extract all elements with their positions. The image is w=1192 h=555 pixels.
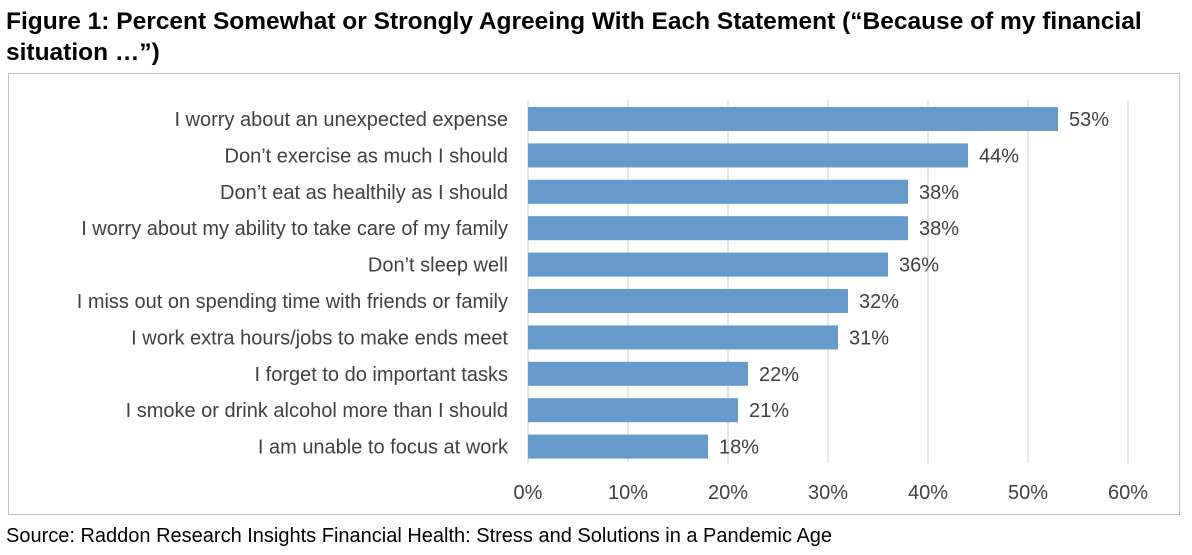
source-note: Source: Raddon Research Insights Financi… [6, 525, 833, 547]
value-label: 21% [749, 400, 789, 422]
bar [528, 216, 908, 241]
value-label: 31% [849, 327, 889, 349]
bar [528, 434, 708, 459]
category-label: Don’t exercise as much I should [225, 145, 508, 167]
value-label: 44% [979, 145, 1019, 167]
x-axis-ticks: 0% 10% 20% 30% 40% 50% 60% [514, 482, 1149, 504]
x-tick-label: 50% [1008, 482, 1048, 504]
value-label: 32% [859, 291, 899, 313]
x-tick-label: 40% [908, 482, 948, 504]
value-label: 38% [919, 218, 959, 240]
category-label: Don’t eat as healthily as I should [220, 182, 508, 204]
x-tick-label: 20% [708, 482, 748, 504]
value-label: 53% [1069, 109, 1109, 131]
x-tick-label: 10% [608, 482, 648, 504]
category-label: I forget to do important tasks [255, 364, 508, 386]
bars [528, 107, 1058, 459]
category-label: I miss out on spending time with friends… [77, 291, 508, 313]
value-label: 18% [719, 437, 759, 459]
bar [528, 107, 1058, 131]
x-tick-label: 30% [808, 482, 848, 504]
x-tick-label: 60% [1108, 482, 1148, 504]
bar [528, 289, 848, 313]
bar [528, 325, 838, 350]
value-label: 22% [759, 364, 799, 386]
category-label: I worry about an unexpected expense [174, 109, 508, 131]
value-labels: 53% 44% 38% 38% 36%32% 31% 22% 21% 18% [719, 109, 1109, 459]
bar [528, 179, 908, 204]
x-tick-label: 0% [514, 482, 543, 504]
title-text: Percent Somewhat or Strongly Agreeing Wi… [6, 8, 1142, 66]
category-label: I am unable to focus at work [258, 437, 509, 459]
category-label: I smoke or drink alcohol more than I sho… [126, 400, 508, 422]
category-labels: I worry about an unexpected expense Don’t… [77, 109, 509, 459]
chart-frame [8, 73, 1180, 515]
bar [528, 143, 968, 168]
bar [528, 361, 748, 386]
value-label: 38% [919, 182, 959, 204]
figure-number: Figure 1: [6, 8, 110, 35]
category-label: Don’t sleep well [368, 255, 508, 277]
bar [528, 252, 888, 277]
chart-title: Figure 1: Percent Somewhat or Strongly A… [6, 6, 1186, 68]
bar [528, 398, 738, 423]
category-label: I worry about my ability to take care of… [81, 218, 508, 240]
value-label: 36% [899, 255, 939, 277]
category-label: I work extra hours/jobs to make ends mee… [131, 327, 508, 349]
